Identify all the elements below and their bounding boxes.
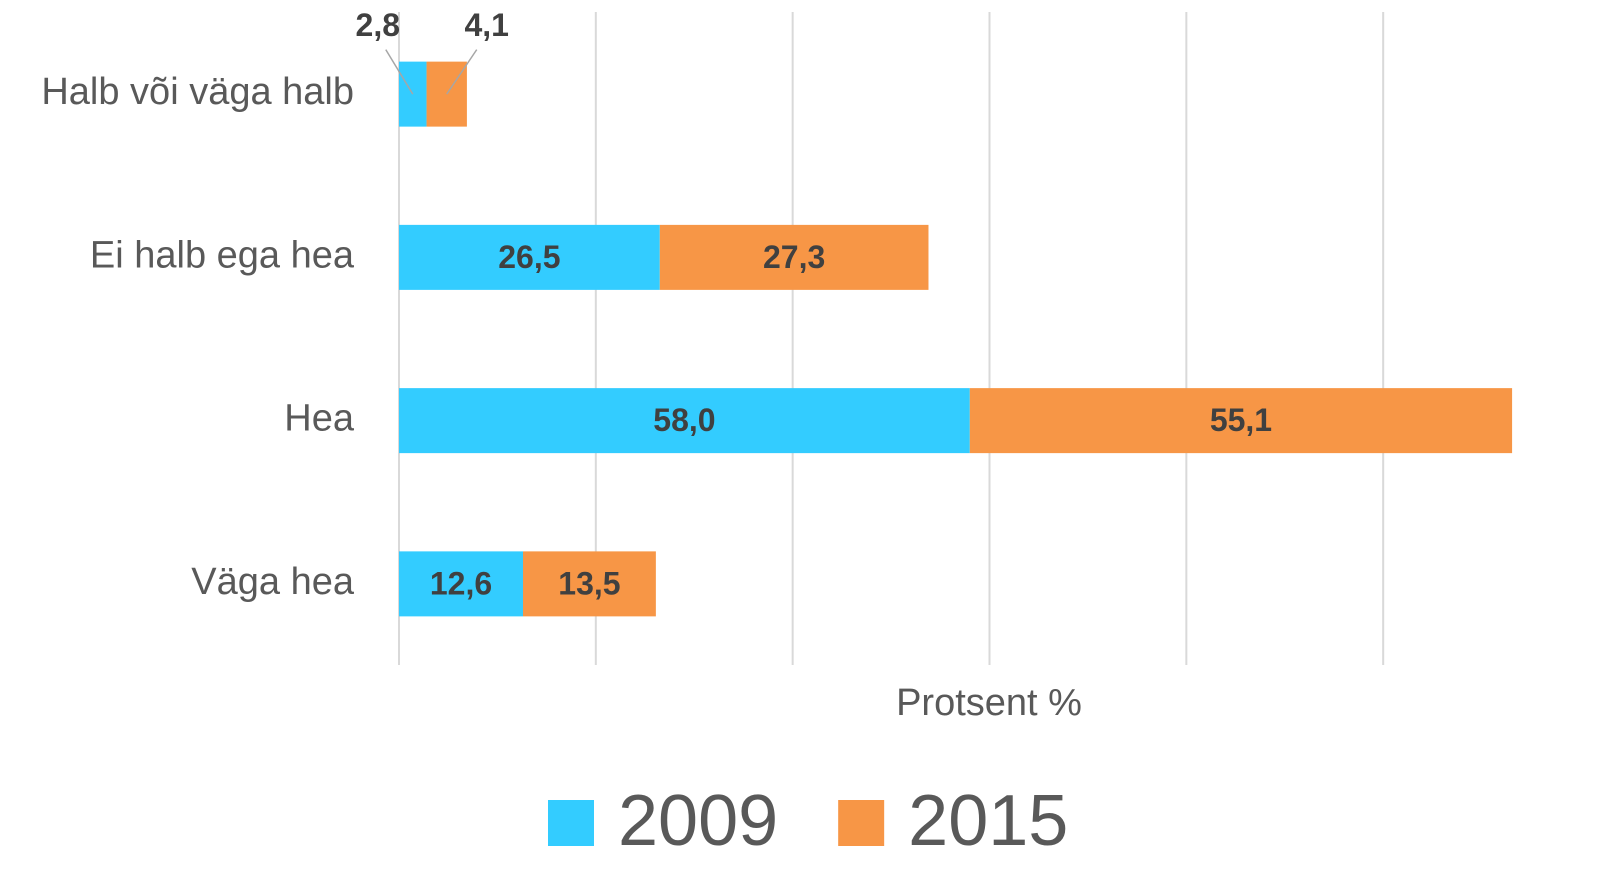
bar [969,388,1513,454]
leader-line [385,49,414,95]
legend-swatch [838,800,885,846]
data-label: 27,3 [763,239,825,275]
legend-label: 2015 [908,781,1068,861]
bar [523,551,656,617]
data-label: 26,5 [498,239,560,275]
data-label: 12,6 [430,565,492,601]
y-tick-label: Väga hea [191,561,355,603]
data-label: 2,8 [356,7,400,43]
bar [399,224,660,290]
legend-label: 2009 [618,781,778,861]
bar [659,224,929,290]
leader-line [446,49,478,95]
x-axis-label: Protsent % [896,682,1082,724]
data-label: 55,1 [1210,402,1272,438]
bar [399,388,970,454]
data-label: 58,0 [653,402,715,438]
bar [399,551,524,617]
y-tick-label: Hea [284,398,355,440]
y-tick-label: Ei halb ega hea [90,234,355,276]
legend-swatch [548,800,594,846]
data-label: 4,1 [464,7,508,43]
data-label: 13,5 [558,565,620,601]
y-tick-label: Halb või väga halb [41,71,354,113]
